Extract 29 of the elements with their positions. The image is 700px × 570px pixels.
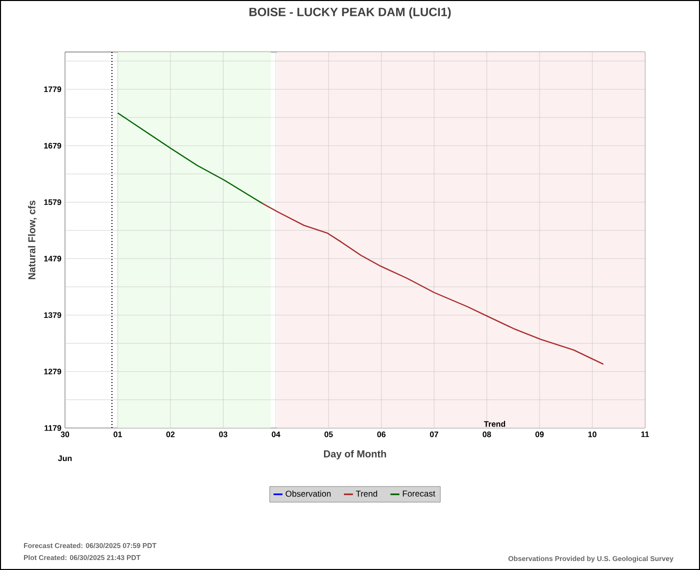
legend-label: Forecast <box>402 490 436 497</box>
text: Jun <box>58 456 72 462</box>
line-series <box>117 112 263 204</box>
y-tick-label: 1679 <box>44 142 62 149</box>
y-tick-label: 1779 <box>44 86 62 92</box>
chart-title: BOISE - LUCKY PEAK DAM (LUCI1) <box>249 7 451 19</box>
x-tick-label: 07 <box>430 432 438 438</box>
y-tick-label: 1579 <box>44 199 62 206</box>
x-tick-label: 02 <box>166 432 175 438</box>
x-tick-label: 30 <box>60 432 70 438</box>
x-tick-label: 03 <box>219 432 228 438</box>
legend-label: Trend <box>356 490 378 497</box>
y-axis-title: Natural Flow, cfs <box>28 200 37 280</box>
x-tick-label: 09 <box>535 432 544 438</box>
y-tick-label: 1279 <box>44 368 62 374</box>
x-tick-label: 04 <box>272 432 280 438</box>
x-tick-label: 06 <box>377 432 386 438</box>
y-tick-label: 1179 <box>44 425 62 431</box>
y-tick-label: 1379 <box>44 312 62 318</box>
x-tick-label: 01 <box>114 432 122 438</box>
x-tick-label: 05 <box>324 432 333 438</box>
x-axis-title: Day of Month <box>324 450 386 460</box>
x-tick-label: 11 <box>641 432 650 438</box>
x-tick-label: 08 <box>482 432 492 438</box>
annotation: Trend <box>484 420 506 427</box>
line-series <box>262 202 604 365</box>
legend-label: Observation <box>286 490 331 497</box>
x-tick-label: 10 <box>588 432 596 438</box>
y-tick-label: 1479 <box>44 256 62 262</box>
